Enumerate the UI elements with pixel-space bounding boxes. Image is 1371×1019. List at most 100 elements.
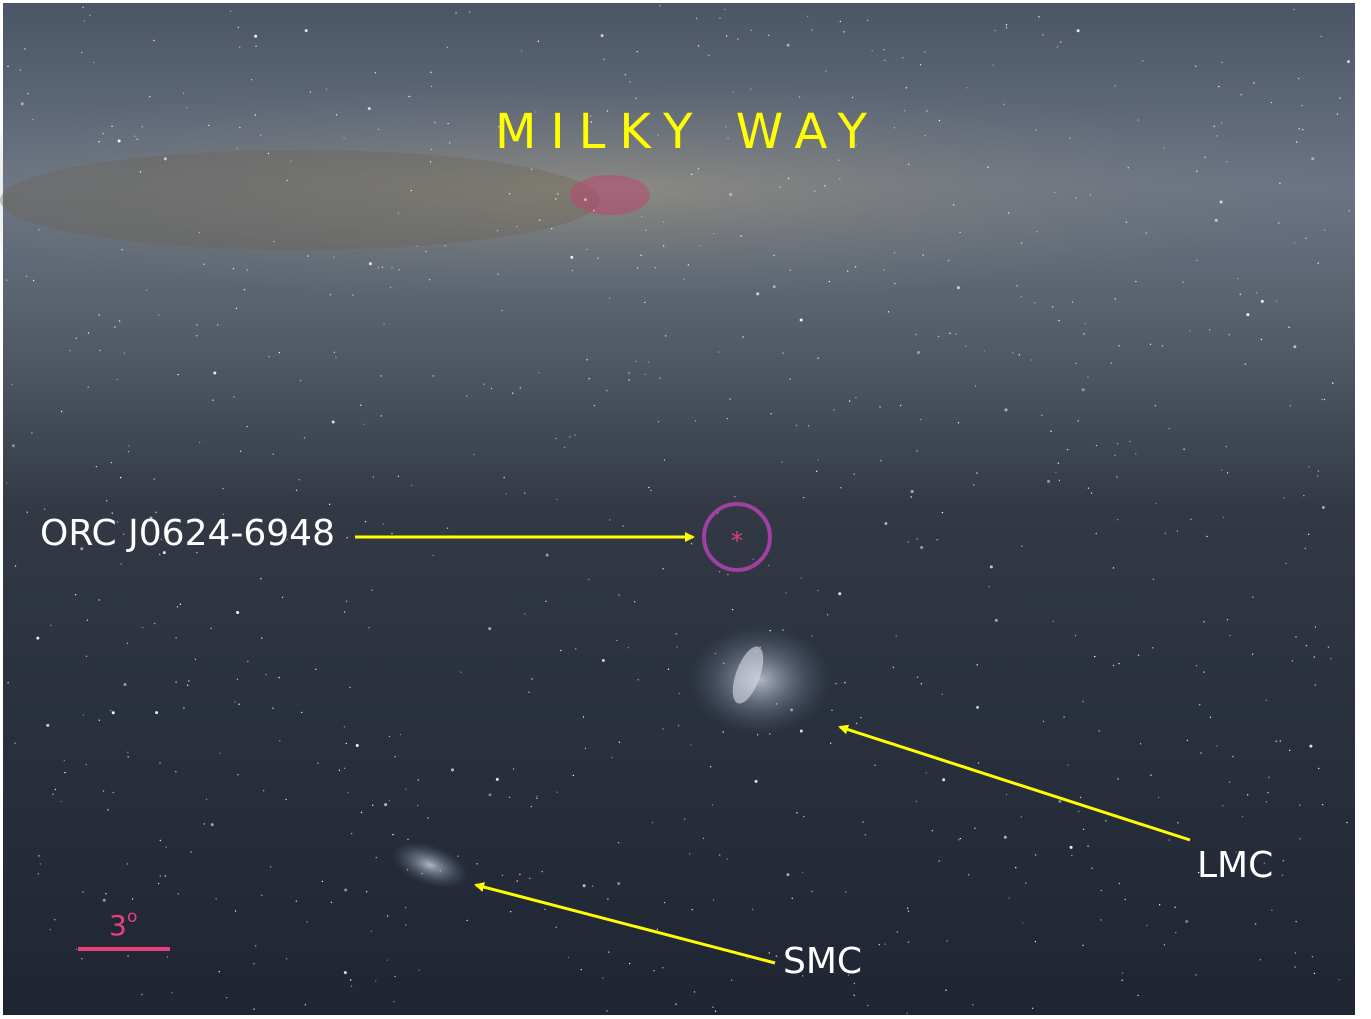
- star: [31, 432, 32, 433]
- star: [33, 280, 34, 281]
- star: [924, 51, 925, 52]
- star: [995, 619, 998, 622]
- star: [352, 295, 353, 296]
- star: [1035, 854, 1036, 855]
- star: [854, 983, 855, 984]
- star: [1322, 506, 1325, 509]
- star: [1035, 941, 1036, 942]
- star: [616, 640, 617, 641]
- star: [926, 772, 927, 773]
- star: [789, 378, 790, 379]
- star: [398, 269, 399, 270]
- star: [718, 351, 719, 352]
- star: [1140, 743, 1141, 744]
- star: [1206, 536, 1207, 537]
- star: [1164, 944, 1165, 945]
- star: [713, 233, 714, 234]
- star: [99, 720, 100, 721]
- star: [1155, 503, 1156, 504]
- star: [1283, 860, 1284, 861]
- star: [26, 276, 27, 277]
- star: [417, 805, 418, 806]
- star: [127, 752, 128, 753]
- star: [1349, 210, 1350, 211]
- star: [1261, 339, 1262, 340]
- star: [146, 290, 147, 291]
- star: [1050, 431, 1051, 432]
- star: [351, 986, 352, 987]
- star: [1101, 890, 1102, 891]
- star: [622, 525, 623, 526]
- star: [509, 193, 510, 194]
- star: [662, 568, 663, 569]
- star: [6, 279, 7, 280]
- star: [811, 891, 812, 892]
- star: [343, 138, 344, 139]
- star: [98, 314, 99, 315]
- star: [186, 107, 187, 108]
- star: [852, 97, 853, 98]
- star: [1036, 231, 1037, 232]
- star: [715, 1011, 716, 1012]
- star: [394, 756, 395, 757]
- star: [1305, 238, 1306, 239]
- star: [124, 353, 125, 354]
- star: [111, 462, 112, 463]
- star: [304, 437, 305, 438]
- star: [1070, 846, 1073, 849]
- star: [1308, 534, 1309, 535]
- star: [560, 650, 561, 651]
- star: [734, 496, 735, 497]
- star: [1117, 778, 1118, 779]
- star: [1227, 472, 1228, 473]
- star: [1222, 805, 1223, 806]
- star: [713, 899, 714, 900]
- star: [1299, 804, 1300, 805]
- star: [1268, 777, 1269, 778]
- star: [1216, 135, 1217, 136]
- star: [790, 270, 791, 271]
- star: [799, 96, 800, 97]
- star: [597, 258, 598, 259]
- star: [211, 823, 214, 826]
- star: [86, 656, 87, 657]
- star: [1276, 741, 1277, 742]
- star: [1047, 480, 1050, 483]
- star: [628, 372, 629, 373]
- star: [988, 586, 989, 587]
- star: [586, 359, 587, 360]
- star: [1090, 194, 1091, 195]
- star: [835, 683, 836, 684]
- star: [120, 563, 121, 564]
- star: [1111, 362, 1112, 363]
- star: [296, 490, 297, 491]
- star: [106, 500, 107, 501]
- star: [618, 594, 619, 595]
- star: [1221, 62, 1222, 63]
- star: [719, 17, 720, 18]
- star: [920, 64, 921, 65]
- star: [966, 87, 967, 88]
- star: [449, 142, 450, 143]
- star: [1096, 445, 1097, 446]
- star: [183, 93, 184, 94]
- star: [1216, 745, 1217, 746]
- star: [383, 523, 384, 524]
- star: [948, 260, 949, 261]
- star: [583, 716, 584, 717]
- star: [1128, 167, 1129, 168]
- star: [447, 47, 448, 48]
- star: [409, 96, 410, 97]
- star: [768, 35, 769, 36]
- star: [160, 840, 161, 841]
- star: [1276, 300, 1277, 301]
- star: [740, 235, 741, 236]
- star: [235, 910, 236, 911]
- star: [1328, 646, 1329, 647]
- star: [555, 198, 556, 199]
- star: [619, 741, 620, 742]
- star: [153, 40, 154, 41]
- star: [917, 351, 920, 354]
- orc-label: ORC J0624-6948: [40, 513, 335, 554]
- star: [54, 919, 55, 920]
